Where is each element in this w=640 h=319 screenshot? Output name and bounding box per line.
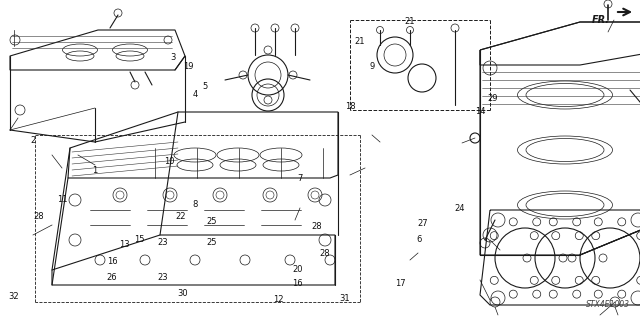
Text: FR.: FR. (592, 15, 610, 25)
Text: 31: 31 (339, 294, 349, 303)
Text: 15: 15 (134, 235, 145, 244)
Text: 6: 6 (417, 235, 422, 244)
Text: 28: 28 (312, 222, 322, 231)
Text: 25: 25 (206, 217, 216, 226)
Text: 28: 28 (320, 249, 330, 258)
Text: 17: 17 (395, 279, 405, 288)
Text: 14: 14 (475, 107, 485, 116)
Text: 16: 16 (292, 279, 303, 288)
Text: 18: 18 (346, 102, 356, 111)
Text: 8: 8 (193, 200, 198, 209)
Text: 2: 2 (31, 136, 36, 145)
Text: 28: 28 (33, 212, 44, 221)
Text: 23: 23 (158, 273, 168, 282)
Text: 24: 24 (454, 204, 465, 213)
Text: 27: 27 (417, 219, 428, 228)
Text: STX4E1003: STX4E1003 (586, 300, 630, 309)
Text: 21: 21 (355, 37, 365, 46)
Text: 4: 4 (193, 90, 198, 99)
Text: 29: 29 (488, 94, 498, 103)
Text: 3: 3 (170, 53, 175, 62)
Text: 7: 7 (297, 174, 302, 183)
Text: 30: 30 (177, 289, 188, 298)
Text: 22: 22 (175, 212, 186, 221)
Text: 20: 20 (292, 265, 303, 274)
Text: 23: 23 (158, 238, 168, 247)
Text: 9: 9 (370, 62, 375, 71)
Text: 10: 10 (164, 157, 175, 166)
Text: 1: 1 (92, 166, 97, 175)
Text: 5: 5 (202, 82, 207, 91)
Text: 25: 25 (206, 238, 216, 247)
Text: 19: 19 (184, 63, 194, 71)
Text: 21: 21 (404, 17, 415, 26)
Text: 12: 12 (273, 295, 284, 304)
Text: 32: 32 (9, 292, 19, 301)
Text: 13: 13 (120, 241, 130, 249)
Text: 16: 16 (107, 257, 117, 266)
Text: 11: 11 (58, 195, 68, 204)
Text: 26: 26 (107, 273, 117, 282)
